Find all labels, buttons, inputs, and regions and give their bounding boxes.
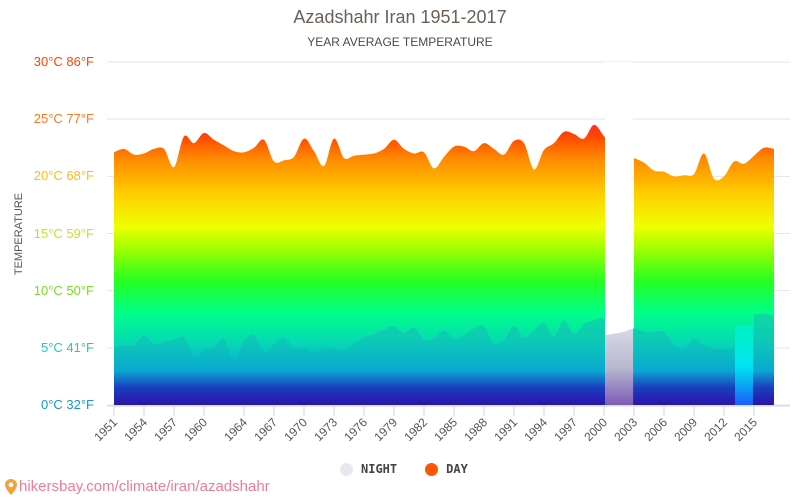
- x-tick-label: 1994: [521, 415, 550, 444]
- y-tick-label: 5°C 41°F: [40, 339, 94, 355]
- x-tick-label: 1957: [151, 415, 180, 444]
- x-tick-label: 2000: [581, 415, 610, 444]
- x-tick-label: 1973: [311, 415, 340, 444]
- temperature-area-chart: 1951 1954 1957 1960 1964 1967 1970 1973 1976 1979…: [91, 61, 790, 444]
- chart-legend: NIGHT DAY: [340, 462, 468, 476]
- y-tick-label: 10°C 50°F: [33, 282, 94, 298]
- x-tick-label: 1976: [341, 415, 370, 444]
- night-series-area: [114, 62, 774, 405]
- chart-title: Azadshahr Iran 1951-2017: [293, 7, 507, 27]
- x-tick-label: 1982: [401, 415, 430, 444]
- x-tick-label: 1985: [431, 415, 460, 444]
- chart-subtitle: YEAR AVERAGE TEMPERATURE: [307, 35, 493, 49]
- x-tick-label: 2009: [671, 415, 700, 444]
- x-tick-label: 2012: [701, 415, 730, 444]
- x-tick-label: 1988: [461, 415, 490, 444]
- y-tick-label: 20°C 68°F: [33, 168, 94, 184]
- x-tick-label: 2003: [611, 415, 640, 444]
- legend-day-label: DAY: [446, 462, 468, 476]
- x-tick-label: 1967: [251, 415, 280, 444]
- day-legend-dot-icon: [425, 462, 439, 476]
- source-url: hikersbay.com/climate/iran/azadshahr: [19, 478, 270, 495]
- y-tick-label: 15°C 59°F: [33, 225, 94, 241]
- legend-night-label: NIGHT: [361, 462, 398, 476]
- legend-item-night[interactable]: NIGHT: [340, 462, 397, 476]
- y-tick-label: 30°C 86°F: [33, 54, 94, 69]
- x-tick-label: 1991: [491, 415, 520, 444]
- night-legend-dot-icon: [340, 462, 353, 476]
- x-tick-label: 1951: [91, 415, 120, 444]
- x-tick-label: 1954: [121, 415, 150, 444]
- x-tick-label: 1964: [221, 415, 250, 444]
- x-tick-label: 2006: [641, 415, 670, 444]
- map-pin-icon: [5, 478, 17, 495]
- x-tick-label: 2015: [731, 415, 760, 444]
- x-axis: 1951 1954 1957 1960 1964 1967 1970 1973 1976 1979…: [91, 405, 790, 444]
- source-link[interactable]: hikersbay.com/climate/iran/azadshahr: [5, 478, 270, 495]
- x-tick-label: 1960: [181, 415, 210, 444]
- x-tick-label: 1970: [281, 415, 310, 444]
- y-tick-label: 25°C 77°F: [33, 111, 94, 127]
- x-tick-label: 1979: [371, 415, 400, 444]
- x-tick-label: 1997: [551, 415, 580, 444]
- y-tick-label: 0°C 32°F: [40, 397, 94, 412]
- legend-item-day[interactable]: DAY: [425, 462, 468, 476]
